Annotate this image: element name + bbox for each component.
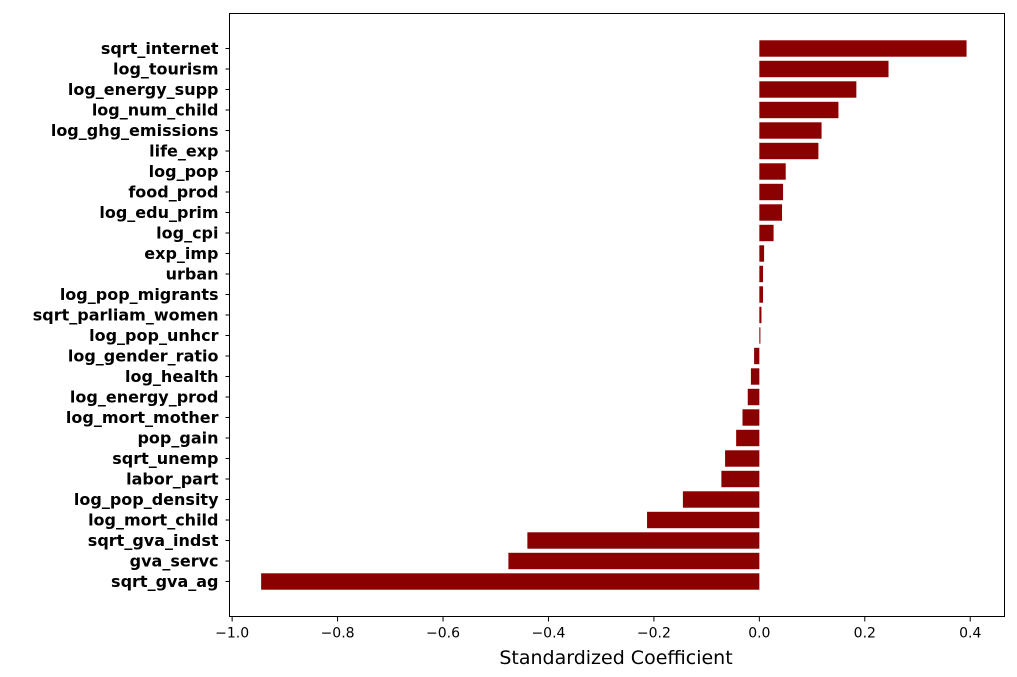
category-label-urban: urban xyxy=(166,265,219,284)
category-label-log_pop_migrants: log_pop_migrants xyxy=(60,285,219,304)
category-label-log_mort_mother: log_mort_mother xyxy=(66,408,219,427)
category-label-pop_gain: pop_gain xyxy=(137,429,218,448)
x-tick-label: −0.2 xyxy=(637,626,671,642)
category-label-life_exp: life_exp xyxy=(149,142,218,161)
x-tick-label: −0.6 xyxy=(426,626,460,642)
bar-gva_servc xyxy=(508,552,760,570)
bar-sqrt_gva_ag xyxy=(261,573,760,590)
x-tick-label: −0.4 xyxy=(531,626,565,642)
category-label-log_pop_unhcr: log_pop_unhcr xyxy=(89,326,218,345)
category-label-log_mort_child: log_mort_child xyxy=(88,511,218,530)
bar-log_pop_unhcr xyxy=(759,327,761,344)
bar-log_cpi xyxy=(759,224,774,242)
category-label-sqrt_parliam_women: sqrt_parliam_women xyxy=(33,306,219,325)
category-label-log_pop: log_pop xyxy=(149,162,219,181)
category-label-labor_part: labor_part xyxy=(126,470,219,489)
category-label-gva_servc: gva_servc xyxy=(130,552,219,571)
category-label-sqrt_internet: sqrt_internet xyxy=(101,39,219,58)
bar-log_health xyxy=(750,368,760,385)
category-label-food_prod: food_prod xyxy=(128,183,218,202)
bar-log_pop_migrants xyxy=(759,286,764,303)
bar-log_energy_supp xyxy=(759,81,857,98)
bar-sqrt_parliam_women xyxy=(759,306,762,324)
x-axis-ticks: −1.0 −0.8 −0.6 −0.4 −0.2 0.0 0.2 0.4 xyxy=(215,616,981,642)
category-label-log_pop_density: log_pop_density xyxy=(74,490,219,509)
bar-sqrt_unemp xyxy=(725,450,760,467)
category-label-log_cpi: log_cpi xyxy=(156,224,218,243)
bar-labor_part xyxy=(721,470,760,488)
x-tick-label: 0.4 xyxy=(959,626,981,642)
x-tick-label: 0.2 xyxy=(854,626,876,642)
category-label-log_energy_prod: log_energy_prod xyxy=(70,388,219,407)
bar-log_edu_prim xyxy=(759,204,783,221)
category-label-sqrt_unemp: sqrt_unemp xyxy=(112,449,218,468)
bar-log_mort_mother xyxy=(742,409,760,426)
bar-log_pop_density xyxy=(682,491,760,508)
category-label-sqrt_gva_ag: sqrt_gva_ag xyxy=(111,572,218,591)
bar-urban xyxy=(759,265,764,283)
category-label-sqrt_gva_indst: sqrt_gva_indst xyxy=(88,531,219,550)
category-label-log_health: log_health xyxy=(125,367,219,386)
category-label-log_edu_prim: log_edu_prim xyxy=(99,203,218,222)
category-labels: sqrt_internet log_tourismlog_energy_suppl… xyxy=(33,39,230,591)
bar-life_exp xyxy=(759,142,819,160)
bar-log_gender_ratio xyxy=(754,347,760,365)
bar-log_ghg_emissions xyxy=(759,122,822,139)
x-tick-label: −1.0 xyxy=(215,626,249,642)
bar-sqrt_gva_indst xyxy=(527,532,760,549)
bar-sqrt_internet xyxy=(759,40,967,57)
plot-frame xyxy=(229,13,1005,617)
x-axis-title: Standardized Coefficient xyxy=(499,647,732,669)
bar-food_prod xyxy=(759,183,784,201)
bars-layer xyxy=(261,40,967,590)
bar-log_energy_prod xyxy=(747,388,760,406)
bar-log_pop xyxy=(759,163,786,180)
bar-log_mort_child xyxy=(647,511,760,529)
bar-pop_gain xyxy=(736,429,760,447)
category-label-log_ghg_emissions: log_ghg_emissions xyxy=(51,121,219,140)
category-label-log_energy_supp: log_energy_supp xyxy=(68,80,219,99)
category-label-log_tourism: log_tourism xyxy=(113,60,219,79)
bar-log_num_child xyxy=(759,101,839,119)
category-label-exp_imp: exp_imp xyxy=(144,244,218,263)
x-tick-label: −0.8 xyxy=(321,626,355,642)
bar-log_tourism xyxy=(759,60,889,78)
x-tick-label: 0.0 xyxy=(748,626,770,642)
bar-exp_imp xyxy=(759,245,765,262)
category-label-log_num_child: log_num_child xyxy=(92,101,219,120)
category-label-log_gender_ratio: log_gender_ratio xyxy=(68,347,219,366)
